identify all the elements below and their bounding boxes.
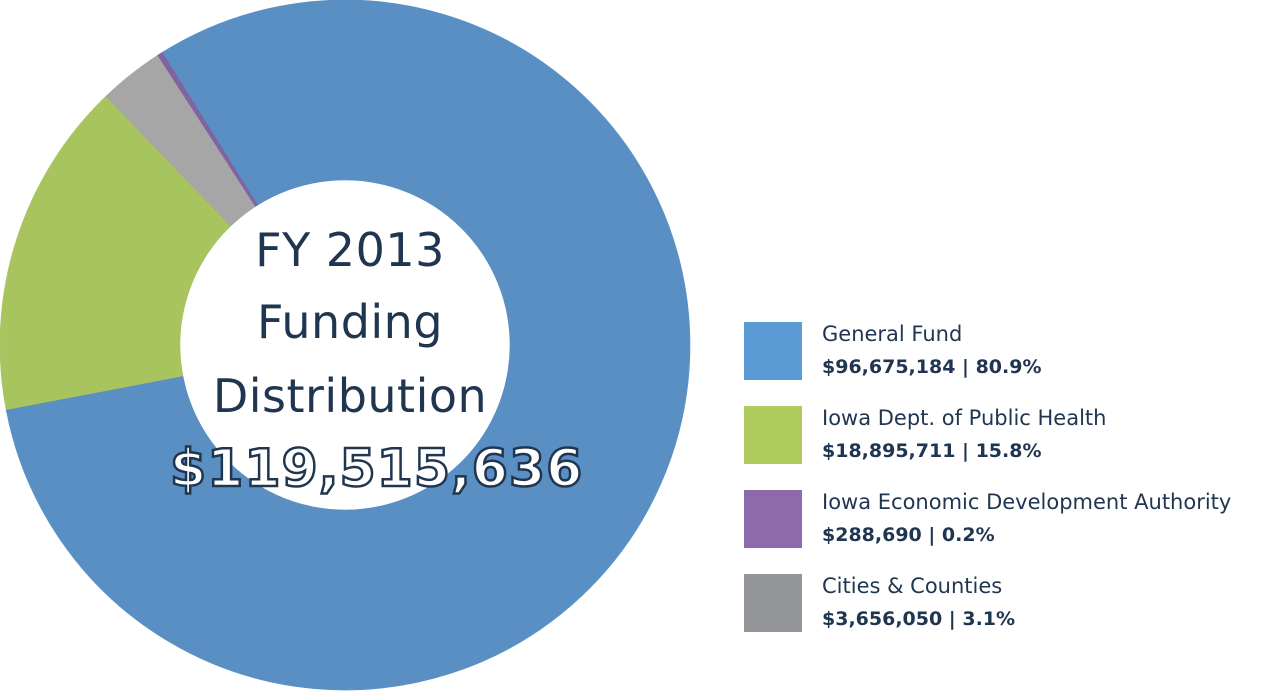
legend-item-economic-development: Iowa Economic Development Authority $288… xyxy=(744,488,1274,572)
legend-label-cities-counties: Cities & Counties xyxy=(822,574,1003,598)
center-total-amount: $119,515,636 xyxy=(169,439,584,499)
legend-value-cities-counties: $3,656,050 | 3.1% xyxy=(822,608,1016,630)
legend-label-public-health: Iowa Dept. of Public Health xyxy=(822,406,1107,430)
legend-swatch-economic-development xyxy=(744,490,802,548)
donut-slice-general-fund xyxy=(5,0,691,691)
legend-label-general-fund: General Fund xyxy=(822,322,963,346)
donut-slice-iowa-dept-of-public-health xyxy=(0,95,232,410)
legend-value-public-health: $18,895,711 | 15.8% xyxy=(822,440,1042,462)
center-title-funding: Funding xyxy=(256,295,444,349)
legend-item-public-health: Iowa Dept. of Public Health $18,895,711 … xyxy=(744,404,1274,488)
donut-slice-iowa-economic-development-authority xyxy=(157,52,258,207)
center-title-year: FY 2013 xyxy=(255,223,445,277)
legend-value-general-fund: $96,675,184 | 80.9% xyxy=(822,356,1042,378)
legend-label-economic-development: Iowa Economic Development Authority xyxy=(822,490,1232,514)
legend-value-economic-development: $288,690 | 0.2% xyxy=(822,524,995,546)
legend-swatch-public-health xyxy=(744,406,802,464)
legend-swatch-cities-counties xyxy=(744,574,802,632)
legend-item-general-fund: General Fund $96,675,184 | 80.9% xyxy=(744,320,1274,404)
chart-center-label: FY 2013 Funding Distribution $119,515,63… xyxy=(169,213,584,499)
chart-legend: General Fund $96,675,184 | 80.9% Iowa De… xyxy=(744,320,1274,656)
legend-item-cities-counties: Cities & Counties $3,656,050 | 3.1% xyxy=(744,572,1274,656)
legend-swatch-general-fund xyxy=(744,322,802,380)
center-title-distribution: Distribution xyxy=(212,369,488,423)
